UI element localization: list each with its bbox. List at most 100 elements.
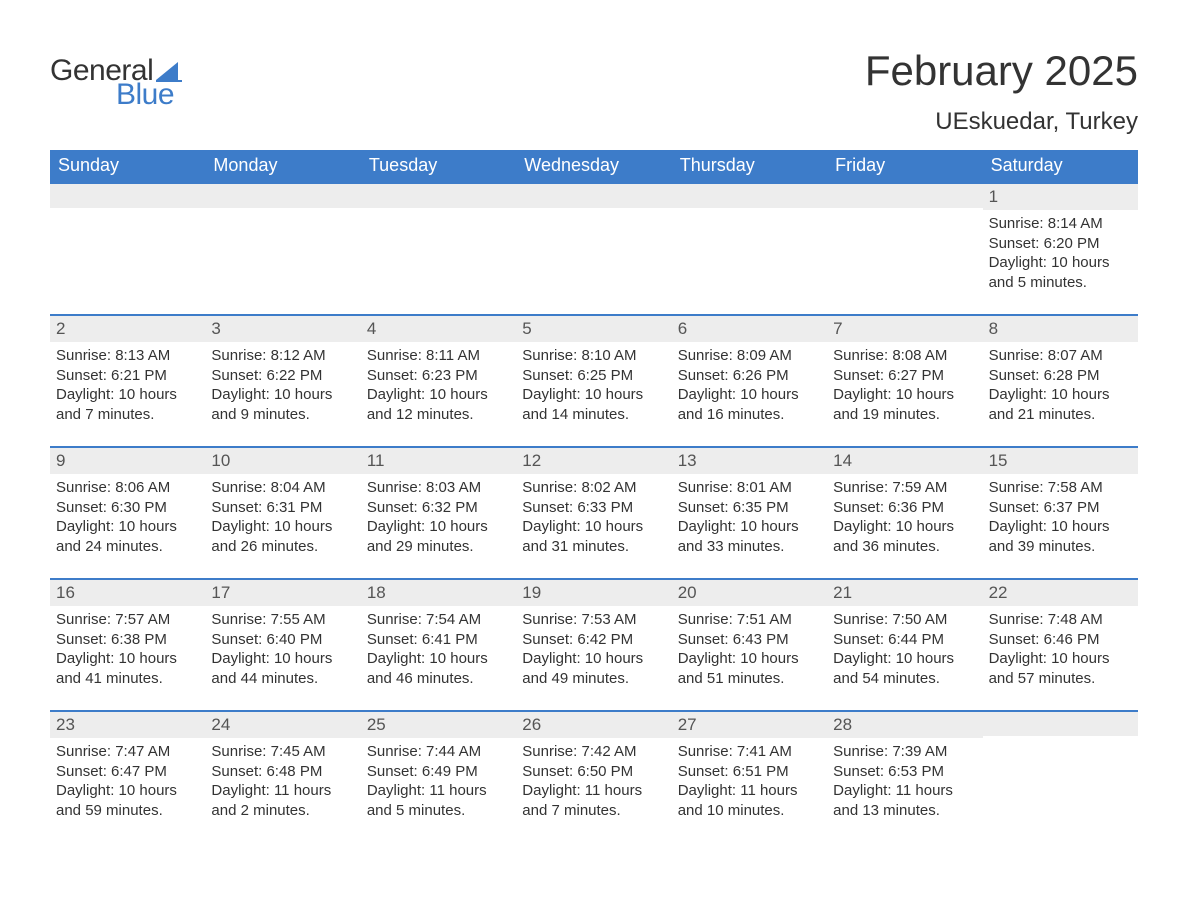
day-number: 27 [672, 712, 827, 738]
calendar-grid: SundayMondayTuesdayWednesdayThursdayFrid… [50, 150, 1138, 842]
sunset-text: Sunset: 6:43 PM [678, 630, 821, 650]
sunset-text: Sunset: 6:36 PM [833, 498, 976, 518]
sunset-text: Sunset: 6:22 PM [211, 366, 354, 386]
day-body: Sunrise: 7:45 AMSunset: 6:48 PMDaylight:… [205, 738, 360, 828]
daylight-text: Daylight: 10 hours and 9 minutes. [211, 385, 354, 424]
sunset-text: Sunset: 6:25 PM [522, 366, 665, 386]
weekday-thursday: Thursday [672, 150, 827, 182]
day-cell: 19Sunrise: 7:53 AMSunset: 6:42 PMDayligh… [516, 580, 671, 710]
day-body: Sunrise: 8:03 AMSunset: 6:32 PMDaylight:… [361, 474, 516, 564]
day-cell [672, 184, 827, 314]
day-body: Sunrise: 7:42 AMSunset: 6:50 PMDaylight:… [516, 738, 671, 828]
day-number: 13 [672, 448, 827, 474]
day-number: 19 [516, 580, 671, 606]
daylight-text: Daylight: 10 hours and 57 minutes. [989, 649, 1132, 688]
day-body: Sunrise: 7:53 AMSunset: 6:42 PMDaylight:… [516, 606, 671, 696]
day-number [50, 184, 205, 208]
day-cell: 17Sunrise: 7:55 AMSunset: 6:40 PMDayligh… [205, 580, 360, 710]
sunset-text: Sunset: 6:35 PM [678, 498, 821, 518]
sunrise-text: Sunrise: 7:50 AM [833, 610, 976, 630]
sunrise-text: Sunrise: 7:57 AM [56, 610, 199, 630]
daylight-text: Daylight: 10 hours and 16 minutes. [678, 385, 821, 424]
sunrise-text: Sunrise: 8:06 AM [56, 478, 199, 498]
day-number: 18 [361, 580, 516, 606]
weekday-saturday: Saturday [983, 150, 1138, 182]
sunset-text: Sunset: 6:53 PM [833, 762, 976, 782]
day-cell: 5Sunrise: 8:10 AMSunset: 6:25 PMDaylight… [516, 316, 671, 446]
week-row: 16Sunrise: 7:57 AMSunset: 6:38 PMDayligh… [50, 578, 1138, 710]
day-cell: 25Sunrise: 7:44 AMSunset: 6:49 PMDayligh… [361, 712, 516, 842]
day-body: Sunrise: 8:09 AMSunset: 6:26 PMDaylight:… [672, 342, 827, 432]
daylight-text: Daylight: 10 hours and 39 minutes. [989, 517, 1132, 556]
day-number: 24 [205, 712, 360, 738]
day-body: Sunrise: 7:55 AMSunset: 6:40 PMDaylight:… [205, 606, 360, 696]
sunrise-text: Sunrise: 7:45 AM [211, 742, 354, 762]
daylight-text: Daylight: 11 hours and 7 minutes. [522, 781, 665, 820]
sunset-text: Sunset: 6:40 PM [211, 630, 354, 650]
day-number: 4 [361, 316, 516, 342]
day-cell: 10Sunrise: 8:04 AMSunset: 6:31 PMDayligh… [205, 448, 360, 578]
day-cell: 28Sunrise: 7:39 AMSunset: 6:53 PMDayligh… [827, 712, 982, 842]
daylight-text: Daylight: 10 hours and 36 minutes. [833, 517, 976, 556]
day-number: 25 [361, 712, 516, 738]
sunrise-text: Sunrise: 8:04 AM [211, 478, 354, 498]
sunset-text: Sunset: 6:41 PM [367, 630, 510, 650]
day-cell: 22Sunrise: 7:48 AMSunset: 6:46 PMDayligh… [983, 580, 1138, 710]
day-number: 23 [50, 712, 205, 738]
day-cell: 16Sunrise: 7:57 AMSunset: 6:38 PMDayligh… [50, 580, 205, 710]
day-cell [516, 184, 671, 314]
day-body: Sunrise: 8:13 AMSunset: 6:21 PMDaylight:… [50, 342, 205, 432]
daylight-text: Daylight: 10 hours and 33 minutes. [678, 517, 821, 556]
day-number [361, 184, 516, 208]
day-body: Sunrise: 8:02 AMSunset: 6:33 PMDaylight:… [516, 474, 671, 564]
sunset-text: Sunset: 6:49 PM [367, 762, 510, 782]
daylight-text: Daylight: 10 hours and 49 minutes. [522, 649, 665, 688]
day-cell: 23Sunrise: 7:47 AMSunset: 6:47 PMDayligh… [50, 712, 205, 842]
day-body: Sunrise: 7:47 AMSunset: 6:47 PMDaylight:… [50, 738, 205, 828]
sunset-text: Sunset: 6:46 PM [989, 630, 1132, 650]
day-number: 6 [672, 316, 827, 342]
day-number: 10 [205, 448, 360, 474]
day-number: 9 [50, 448, 205, 474]
day-body: Sunrise: 8:14 AMSunset: 6:20 PMDaylight:… [983, 210, 1138, 300]
daylight-text: Daylight: 10 hours and 54 minutes. [833, 649, 976, 688]
daylight-text: Daylight: 11 hours and 10 minutes. [678, 781, 821, 820]
weekday-header-row: SundayMondayTuesdayWednesdayThursdayFrid… [50, 150, 1138, 182]
day-body: Sunrise: 8:12 AMSunset: 6:22 PMDaylight:… [205, 342, 360, 432]
daylight-text: Daylight: 10 hours and 44 minutes. [211, 649, 354, 688]
weekday-sunday: Sunday [50, 150, 205, 182]
daylight-text: Daylight: 10 hours and 12 minutes. [367, 385, 510, 424]
sunset-text: Sunset: 6:26 PM [678, 366, 821, 386]
day-cell [361, 184, 516, 314]
day-body: Sunrise: 7:57 AMSunset: 6:38 PMDaylight:… [50, 606, 205, 696]
daylight-text: Daylight: 10 hours and 19 minutes. [833, 385, 976, 424]
week-row: 1Sunrise: 8:14 AMSunset: 6:20 PMDaylight… [50, 182, 1138, 314]
day-cell: 4Sunrise: 8:11 AMSunset: 6:23 PMDaylight… [361, 316, 516, 446]
day-cell: 15Sunrise: 7:58 AMSunset: 6:37 PMDayligh… [983, 448, 1138, 578]
daylight-text: Daylight: 11 hours and 13 minutes. [833, 781, 976, 820]
sunrise-text: Sunrise: 8:13 AM [56, 346, 199, 366]
day-body: Sunrise: 7:44 AMSunset: 6:49 PMDaylight:… [361, 738, 516, 828]
day-cell: 3Sunrise: 8:12 AMSunset: 6:22 PMDaylight… [205, 316, 360, 446]
sunrise-text: Sunrise: 7:48 AM [989, 610, 1132, 630]
day-cell [205, 184, 360, 314]
weekday-friday: Friday [827, 150, 982, 182]
sunrise-text: Sunrise: 7:44 AM [367, 742, 510, 762]
daylight-text: Daylight: 10 hours and 7 minutes. [56, 385, 199, 424]
location-label: UEskuedar, Turkey [865, 108, 1138, 136]
sunrise-text: Sunrise: 7:53 AM [522, 610, 665, 630]
day-cell: 14Sunrise: 7:59 AMSunset: 6:36 PMDayligh… [827, 448, 982, 578]
day-body: Sunrise: 7:54 AMSunset: 6:41 PMDaylight:… [361, 606, 516, 696]
day-cell: 1Sunrise: 8:14 AMSunset: 6:20 PMDaylight… [983, 184, 1138, 314]
day-body: Sunrise: 8:01 AMSunset: 6:35 PMDaylight:… [672, 474, 827, 564]
sunset-text: Sunset: 6:50 PM [522, 762, 665, 782]
day-number [827, 184, 982, 208]
week-row: 23Sunrise: 7:47 AMSunset: 6:47 PMDayligh… [50, 710, 1138, 842]
day-number [983, 712, 1138, 736]
day-number: 11 [361, 448, 516, 474]
sunset-text: Sunset: 6:21 PM [56, 366, 199, 386]
weeks-container: 1Sunrise: 8:14 AMSunset: 6:20 PMDaylight… [50, 182, 1138, 842]
daylight-text: Daylight: 11 hours and 2 minutes. [211, 781, 354, 820]
daylight-text: Daylight: 10 hours and 5 minutes. [989, 253, 1132, 292]
day-number: 1 [983, 184, 1138, 210]
